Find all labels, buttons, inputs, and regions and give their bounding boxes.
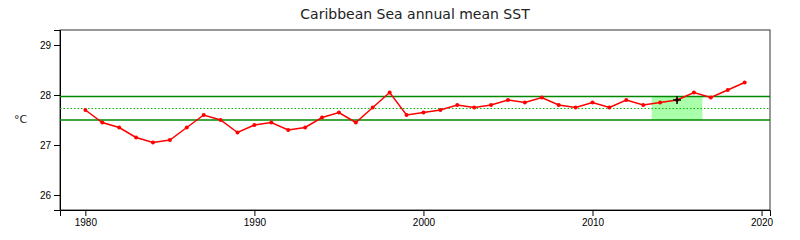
- sst-point: [202, 113, 206, 117]
- x-tick-mark: [762, 210, 763, 216]
- sst-point: [641, 103, 645, 107]
- sst-point: [236, 131, 240, 135]
- y-tick: 29: [40, 40, 60, 51]
- sst-point: [624, 98, 628, 102]
- sst-point: [506, 98, 510, 102]
- sst-point: [523, 101, 527, 105]
- sst-point: [219, 118, 223, 122]
- sst-point: [607, 106, 611, 110]
- sst-point: [388, 91, 392, 95]
- sst-point: [421, 111, 425, 115]
- sst-point: [540, 96, 544, 100]
- sst-point: [151, 141, 155, 145]
- reference-line: [60, 119, 770, 121]
- x-tick-label: 2010: [582, 217, 605, 228]
- sst-point: [472, 106, 476, 110]
- sst-point: [405, 113, 409, 117]
- sst-point: [354, 121, 358, 125]
- sst-point: [320, 116, 324, 120]
- x-tick: 1980: [75, 210, 98, 228]
- sst-point: [134, 136, 138, 140]
- sst-point: [438, 108, 442, 112]
- sst-point: [83, 108, 87, 112]
- sst-point: [692, 91, 696, 95]
- x-tick-label: 2000: [413, 217, 436, 228]
- sst-point: [286, 128, 290, 132]
- sst-point: [455, 103, 459, 107]
- sst-point: [371, 106, 375, 110]
- x-tick-label: 2020: [751, 217, 774, 228]
- sst-point: [168, 138, 172, 142]
- sst-line: [85, 83, 744, 143]
- y-tick: 28: [40, 90, 60, 101]
- plot: 1980 1990 2000 2010 2020 26 27 28 29: [40, 30, 774, 228]
- y-tick-mark: [54, 145, 60, 146]
- y-tick-label: 26: [40, 190, 52, 201]
- y-tick-mark: [54, 95, 60, 96]
- y-axis: 26 27 28 29: [40, 31, 61, 211]
- x-axis-line: [61, 211, 771, 217]
- x-tick: 2020: [751, 210, 774, 228]
- y-tick-mark: [54, 195, 60, 196]
- x-axis: 1980 1990 2000 2010 2020: [61, 210, 774, 228]
- y-tick: 27: [40, 140, 60, 151]
- data-area: [60, 81, 770, 145]
- sst-point: [252, 123, 256, 127]
- sst-point: [591, 101, 595, 105]
- sst-point: [574, 106, 578, 110]
- sst-point: [489, 103, 493, 107]
- y-tick-label: 29: [40, 40, 52, 51]
- reference-line: [60, 108, 770, 109]
- y-axis-title: °C: [14, 113, 28, 126]
- sst-point: [709, 96, 713, 100]
- sst-point: [303, 126, 307, 130]
- y-tick-mark: [54, 45, 60, 46]
- sst-point: [337, 111, 341, 115]
- chart: 1980 1990 2000 2010 2020 26 27 28 29 Caribbean Se…: [0, 0, 800, 240]
- y-axis-line: [54, 31, 61, 211]
- x-tick-mark: [593, 210, 594, 216]
- x-tick-label: 1990: [244, 217, 267, 228]
- x-tick-mark: [254, 210, 255, 216]
- sst-point: [117, 126, 121, 130]
- sst-point: [557, 103, 561, 107]
- highlight-point: [673, 96, 681, 104]
- sst-point: [100, 121, 104, 125]
- y-tick-label: 28: [40, 90, 52, 101]
- sst-point: [726, 88, 730, 92]
- x-tick-mark: [85, 210, 86, 216]
- sst-point: [743, 81, 747, 85]
- x-tick: 2000: [413, 210, 436, 228]
- y-tick: 26: [40, 190, 60, 201]
- sst-point: [269, 121, 273, 125]
- sst-point: [658, 101, 662, 105]
- sst-point: [185, 126, 189, 130]
- plot-frame: [60, 30, 770, 210]
- x-tick: 2010: [582, 210, 605, 228]
- x-tick-label: 1980: [75, 217, 98, 228]
- x-tick: 1990: [244, 210, 267, 228]
- reference-line: [60, 96, 770, 98]
- y-tick-label: 27: [40, 140, 52, 151]
- x-tick-mark: [423, 210, 424, 216]
- chart-title: Caribbean Sea annual mean SST: [300, 6, 530, 22]
